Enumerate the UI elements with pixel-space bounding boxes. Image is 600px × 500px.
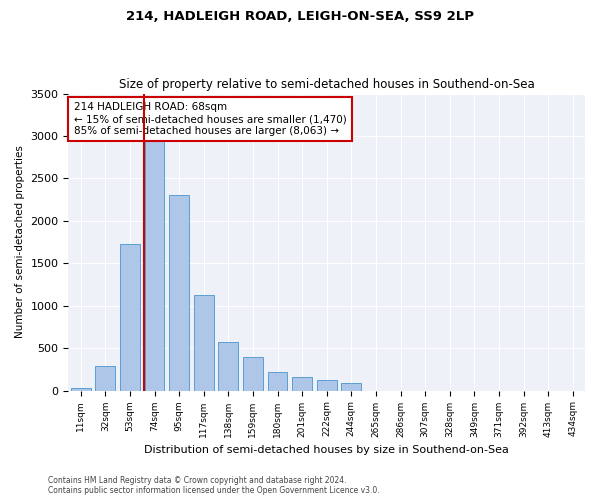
Bar — [71, 388, 91, 390]
Bar — [95, 366, 115, 390]
Bar — [120, 244, 140, 390]
Bar — [317, 380, 337, 390]
Bar — [292, 376, 312, 390]
Bar — [169, 194, 189, 390]
Text: Contains HM Land Registry data © Crown copyright and database right 2024.
Contai: Contains HM Land Registry data © Crown c… — [48, 476, 380, 495]
Title: Size of property relative to semi-detached houses in Southend-on-Sea: Size of property relative to semi-detach… — [119, 78, 535, 91]
X-axis label: Distribution of semi-detached houses by size in Southend-on-Sea: Distribution of semi-detached houses by … — [144, 445, 509, 455]
Bar — [194, 294, 214, 390]
Bar — [145, 132, 164, 390]
Text: 214, HADLEIGH ROAD, LEIGH-ON-SEA, SS9 2LP: 214, HADLEIGH ROAD, LEIGH-ON-SEA, SS9 2L… — [126, 10, 474, 23]
Text: 214 HADLEIGH ROAD: 68sqm
← 15% of semi-detached houses are smaller (1,470)
85% o: 214 HADLEIGH ROAD: 68sqm ← 15% of semi-d… — [74, 102, 346, 136]
Bar — [268, 372, 287, 390]
Bar — [218, 342, 238, 390]
Bar — [243, 358, 263, 390]
Y-axis label: Number of semi-detached properties: Number of semi-detached properties — [15, 146, 25, 338]
Bar — [341, 383, 361, 390]
